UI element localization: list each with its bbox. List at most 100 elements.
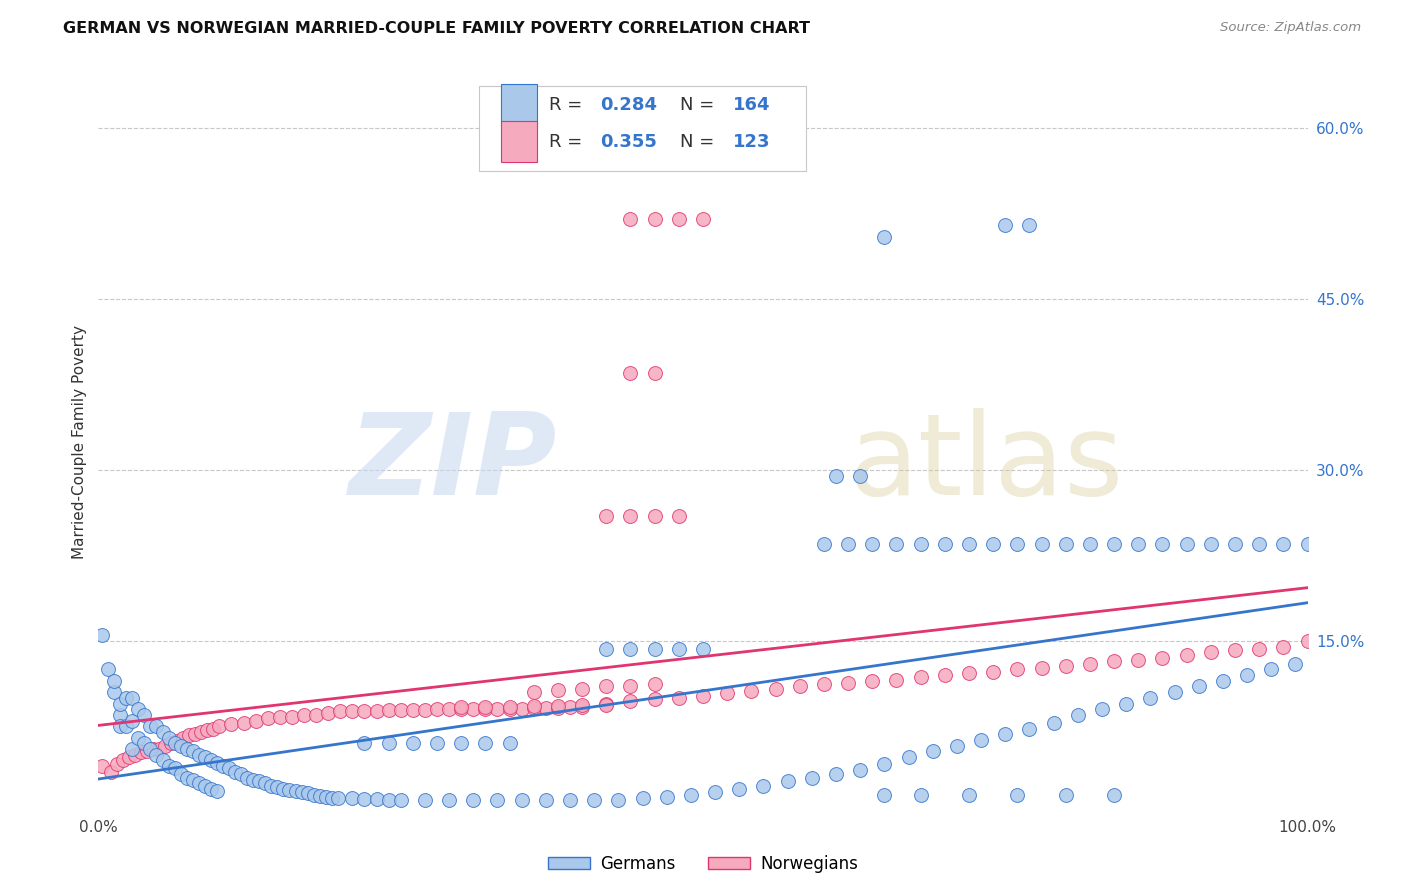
Point <box>342 705 364 719</box>
Point <box>583 793 606 807</box>
Point <box>212 759 235 773</box>
Point <box>163 736 186 750</box>
Point <box>290 785 312 799</box>
Point <box>342 791 364 805</box>
Point <box>242 772 264 787</box>
Point <box>668 641 690 656</box>
Point <box>1272 640 1295 654</box>
Point <box>163 761 186 775</box>
Point <box>1175 537 1198 551</box>
Point <box>498 702 520 716</box>
Point <box>329 705 352 719</box>
Point <box>292 707 315 722</box>
Point <box>176 742 198 756</box>
Point <box>187 776 209 790</box>
Point <box>558 700 581 714</box>
Point <box>486 702 509 716</box>
Point <box>776 774 799 789</box>
Point <box>1272 537 1295 551</box>
Text: atlas: atlas <box>848 409 1123 519</box>
Point <box>1102 788 1125 802</box>
Point <box>129 746 152 760</box>
Point <box>450 700 472 714</box>
Text: GERMAN VS NORWEGIAN MARRIED-COUPLE FAMILY POVERTY CORRELATION CHART: GERMAN VS NORWEGIAN MARRIED-COUPLE FAMIL… <box>63 21 810 37</box>
Point <box>134 736 156 750</box>
Point <box>1236 668 1258 682</box>
Point <box>118 750 141 764</box>
Point <box>218 761 240 775</box>
Point <box>232 715 254 730</box>
Point <box>1223 537 1246 551</box>
Point <box>644 692 666 706</box>
Point <box>100 764 122 779</box>
Point <box>873 788 896 802</box>
Point <box>619 694 641 708</box>
Point <box>308 789 330 803</box>
Point <box>1067 707 1090 722</box>
Point <box>474 702 496 716</box>
Point <box>668 508 690 523</box>
Point <box>97 662 120 676</box>
Point <box>595 641 617 656</box>
Point <box>184 727 207 741</box>
Point <box>366 705 388 719</box>
Point <box>825 767 848 781</box>
Point <box>108 697 131 711</box>
Point <box>297 787 319 801</box>
Point <box>281 710 304 724</box>
Point <box>1249 641 1271 656</box>
Point <box>111 754 134 768</box>
Point <box>994 727 1017 741</box>
Point <box>897 750 920 764</box>
Point <box>728 781 751 796</box>
Point <box>437 702 460 716</box>
Point <box>426 736 449 750</box>
Point <box>181 772 204 787</box>
Point <box>91 759 114 773</box>
Point <box>202 722 225 736</box>
Text: 123: 123 <box>734 133 770 151</box>
Point <box>644 677 666 691</box>
Point <box>205 784 228 798</box>
Point <box>1007 537 1029 551</box>
Point <box>704 785 727 799</box>
Point <box>157 731 180 745</box>
Point <box>260 779 283 793</box>
Point <box>273 781 295 796</box>
Point <box>523 698 546 713</box>
Point <box>172 731 194 745</box>
Point <box>115 719 138 733</box>
Point <box>103 685 125 699</box>
Point <box>229 767 252 781</box>
Text: 164: 164 <box>734 95 770 113</box>
Point <box>957 665 980 680</box>
Point <box>547 682 569 697</box>
Point <box>619 641 641 656</box>
Point <box>124 747 146 762</box>
Point <box>668 690 690 705</box>
Point <box>692 641 714 656</box>
Point <box>353 736 375 750</box>
Point <box>523 701 546 715</box>
Point <box>139 742 162 756</box>
Point <box>121 742 143 756</box>
Text: 0.355: 0.355 <box>600 133 657 151</box>
Point <box>994 218 1017 232</box>
Point <box>208 719 231 733</box>
Point <box>278 783 301 797</box>
Point <box>402 703 425 717</box>
Point <box>498 736 520 750</box>
Point <box>692 212 714 227</box>
Point <box>1007 788 1029 802</box>
Point <box>558 793 581 807</box>
Point <box>1115 697 1137 711</box>
Point <box>108 719 131 733</box>
Point <box>127 702 149 716</box>
Point <box>1152 537 1174 551</box>
Point <box>152 725 174 739</box>
Point <box>321 791 343 805</box>
Point <box>716 686 738 700</box>
Point <box>247 774 270 789</box>
Point <box>1199 645 1222 659</box>
Point <box>619 508 641 523</box>
